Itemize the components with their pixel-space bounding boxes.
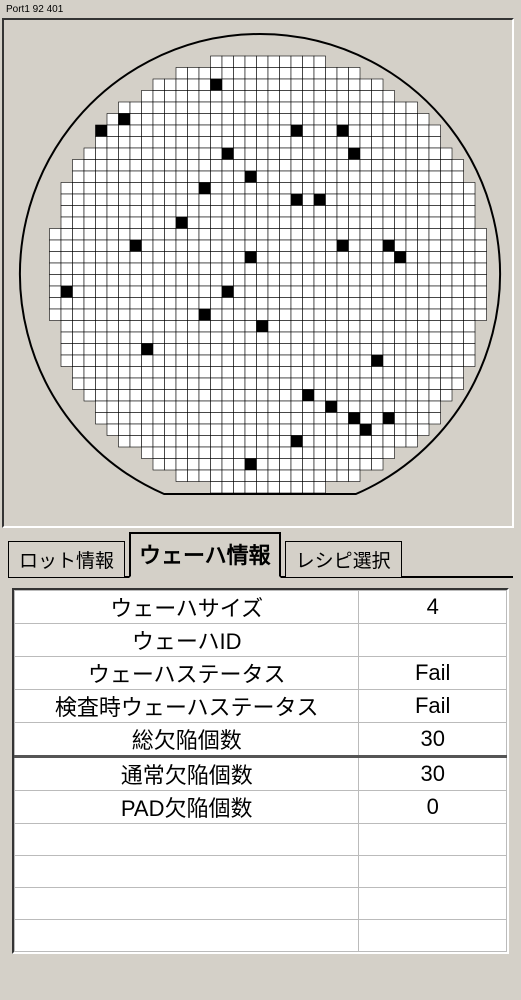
table-row [15, 920, 507, 952]
info-value: 4 [359, 591, 507, 624]
info-label: ウェーハステータス [15, 657, 359, 690]
wafer-info-table: ウェーハサイズ4ウェーハIDウェーハステータスFail検査時ウェーハステータスF… [14, 590, 507, 952]
info-value [359, 920, 507, 952]
port-header: Port1 92 401 [2, 2, 519, 18]
info-label: 通常欠陥個数 [15, 757, 359, 791]
tab-body: ウェーハサイズ4ウェーハIDウェーハステータスFail検査時ウェーハステータスF… [8, 576, 513, 954]
info-value [359, 856, 507, 888]
info-label: ウェーハID [15, 624, 359, 657]
info-value [359, 888, 507, 920]
info-value: 30 [359, 723, 507, 757]
info-label: 検査時ウェーハステータス [15, 690, 359, 723]
info-value: 30 [359, 757, 507, 791]
info-label: ウェーハサイズ [15, 591, 359, 624]
info-value: 0 [359, 791, 507, 824]
wafer-map-panel [2, 18, 514, 528]
info-value [359, 824, 507, 856]
info-value: Fail [359, 690, 507, 723]
tab-strip: ロット情報 ウェーハ情報 レシピ選択 [2, 534, 519, 576]
info-label: PAD欠陥個数 [15, 791, 359, 824]
info-value [359, 624, 507, 657]
info-label [15, 920, 359, 952]
table-row [15, 888, 507, 920]
info-value: Fail [359, 657, 507, 690]
table-row: ウェーハステータスFail [15, 657, 507, 690]
table-row: ウェーハID [15, 624, 507, 657]
wafer-info-table-wrap: ウェーハサイズ4ウェーハIDウェーハステータスFail検査時ウェーハステータスF… [12, 588, 509, 954]
tab-lot-info[interactable]: ロット情報 [8, 541, 125, 577]
info-label [15, 824, 359, 856]
tab-wafer-info[interactable]: ウェーハ情報 [129, 532, 281, 578]
table-row: 総欠陥個数30 [15, 723, 507, 757]
info-label [15, 856, 359, 888]
table-row: PAD欠陥個数0 [15, 791, 507, 824]
info-label: 総欠陥個数 [15, 723, 359, 757]
table-row: 通常欠陥個数30 [15, 757, 507, 791]
wafer-map [8, 24, 512, 524]
table-row [15, 856, 507, 888]
tab-recipe-select[interactable]: レシピ選択 [285, 541, 402, 577]
table-row: ウェーハサイズ4 [15, 591, 507, 624]
info-label [15, 888, 359, 920]
table-row [15, 824, 507, 856]
table-row: 検査時ウェーハステータスFail [15, 690, 507, 723]
